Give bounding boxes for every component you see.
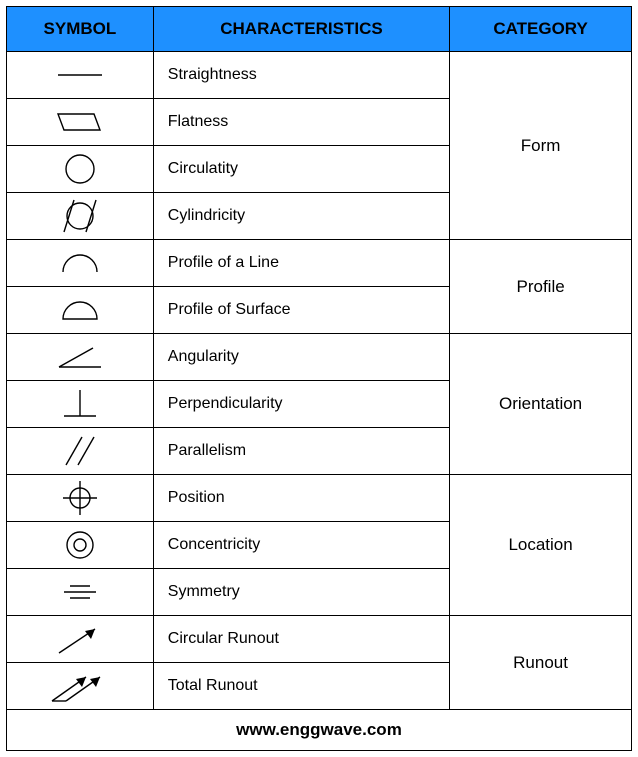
profile-line-icon — [7, 240, 154, 287]
footer-text: www.enggwave.com — [7, 710, 632, 751]
symmetry-icon — [7, 569, 154, 616]
col-symbol: SYMBOL — [7, 7, 154, 52]
category-label: Location — [450, 475, 632, 616]
characteristic-label: Profile of Surface — [153, 287, 449, 334]
col-characteristics: CHARACTERISTICS — [153, 7, 449, 52]
characteristic-label: Position — [153, 475, 449, 522]
angularity-icon — [7, 334, 154, 381]
perpendicularity-icon — [7, 381, 154, 428]
col-category: CATEGORY — [450, 7, 632, 52]
characteristic-label: Circulatity — [153, 146, 449, 193]
characteristic-label: Cylindricity — [153, 193, 449, 240]
profile-surface-icon — [7, 287, 154, 334]
table-row: Circular Runout Runout — [7, 616, 632, 663]
header-row: SYMBOL CHARACTERISTICS CATEGORY — [7, 7, 632, 52]
characteristic-label: Symmetry — [153, 569, 449, 616]
characteristic-label: Total Runout — [153, 663, 449, 710]
gdt-table: SYMBOL CHARACTERISTICS CATEGORY Straight… — [6, 6, 632, 751]
cylindricity-icon — [7, 193, 154, 240]
characteristic-label: Flatness — [153, 99, 449, 146]
footer-row: www.enggwave.com — [7, 710, 632, 751]
characteristic-label: Profile of a Line — [153, 240, 449, 287]
flatness-icon — [7, 99, 154, 146]
table-row: Position Location — [7, 475, 632, 522]
category-label: Orientation — [450, 334, 632, 475]
category-label: Runout — [450, 616, 632, 710]
circular-runout-icon — [7, 616, 154, 663]
category-label: Form — [450, 52, 632, 240]
table-row: Profile of a Line Profile — [7, 240, 632, 287]
characteristic-label: Concentricity — [153, 522, 449, 569]
characteristic-label: Perpendicularity — [153, 381, 449, 428]
characteristic-label: Parallelism — [153, 428, 449, 475]
table-row: Straightness Form — [7, 52, 632, 99]
concentricity-icon — [7, 522, 154, 569]
parallelism-icon — [7, 428, 154, 475]
characteristic-label: Straightness — [153, 52, 449, 99]
characteristic-label: Angularity — [153, 334, 449, 381]
circularity-icon — [7, 146, 154, 193]
position-icon — [7, 475, 154, 522]
total-runout-icon — [7, 663, 154, 710]
characteristic-label: Circular Runout — [153, 616, 449, 663]
table-row: Angularity Orientation — [7, 334, 632, 381]
category-label: Profile — [450, 240, 632, 334]
straightness-icon — [7, 52, 154, 99]
